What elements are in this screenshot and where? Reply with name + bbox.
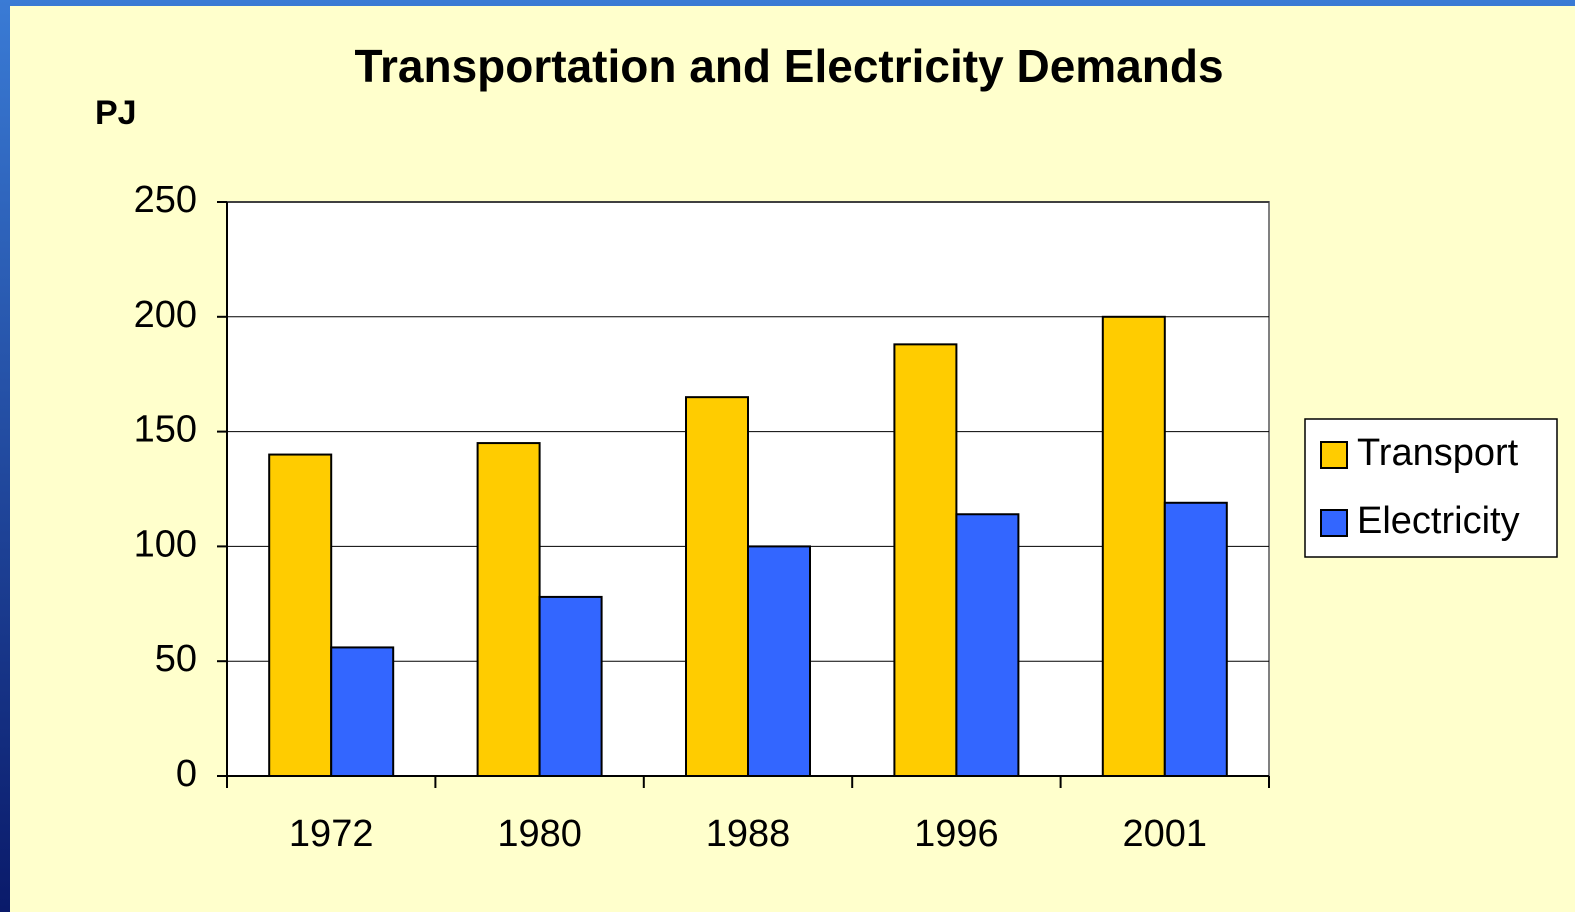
y-tick-label: 100 [134, 523, 197, 565]
y-tick-label: 200 [134, 294, 197, 336]
bar [685, 396, 749, 777]
y-tick-label: 50 [155, 638, 197, 680]
x-tick-label: 1988 [706, 813, 791, 855]
legend-label: Transport [1357, 432, 1519, 474]
legend-label: Electricity [1357, 500, 1520, 542]
bar [955, 513, 1020, 777]
bar [1101, 315, 1166, 777]
bar [268, 453, 333, 777]
y-tick-label: 250 [134, 179, 197, 221]
y-tick-label: 0 [176, 753, 197, 795]
bar [747, 545, 811, 778]
x-tick-label: 1980 [497, 813, 582, 855]
bar [330, 646, 395, 778]
chart-title: Transportation and Electricity Demands [354, 40, 1223, 92]
x-tick-label: 1996 [914, 813, 999, 855]
bar [1163, 501, 1228, 777]
bar [893, 343, 958, 777]
y-axis-label: PJ [95, 94, 137, 132]
x-tick-label: 2001 [1123, 813, 1208, 855]
bar [538, 595, 603, 777]
bar [476, 442, 541, 777]
legend-swatch [1320, 509, 1348, 537]
legend-swatch [1320, 441, 1348, 469]
x-tick-label: 1972 [289, 813, 374, 855]
y-tick-label: 150 [134, 409, 197, 451]
